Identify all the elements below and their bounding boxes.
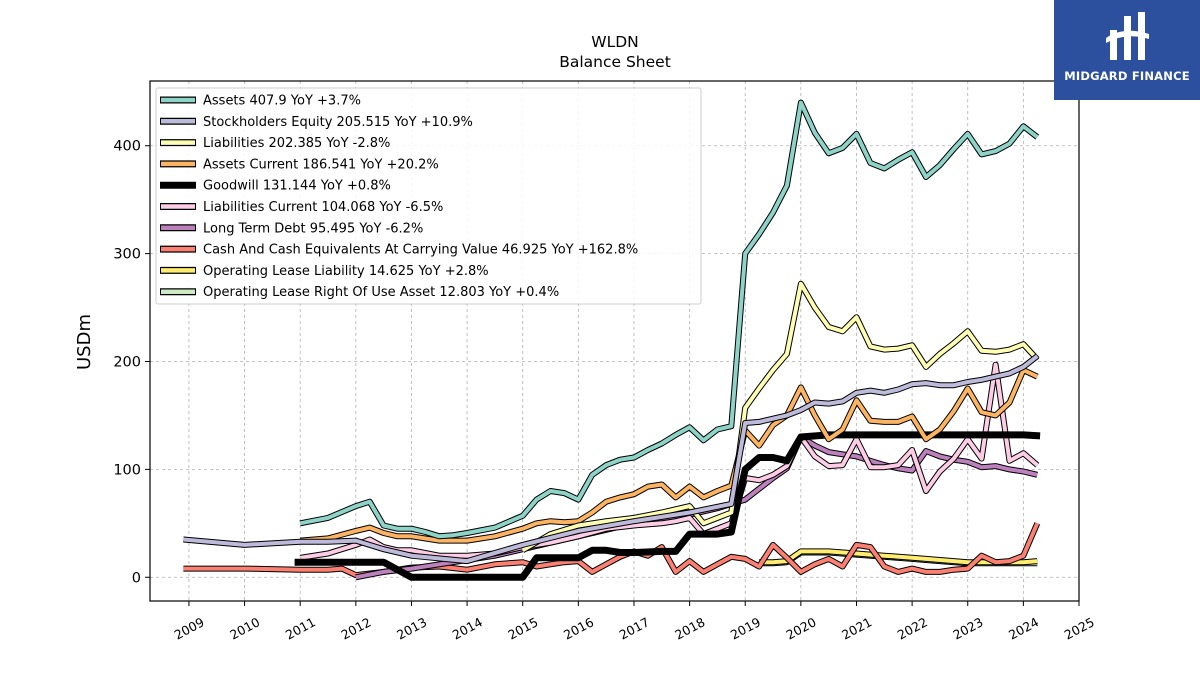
legend-entry: Long Term Debt 95.495 YoY -6.2% [160,221,423,236]
legend-entry: Liabilities Current 104.068 YoY -6.5% [160,200,443,215]
chart-title: WLDN [591,33,639,51]
legend-label: Cash And Cash Equivalents At Carrying Va… [203,243,638,258]
series-line-fill [183,354,1039,564]
legend-entry: Stockholders Equity 205.515 YoY +10.9% [160,115,473,130]
logo-text: MIDGARD FINANCE [1064,69,1190,83]
y-tick-label: 400 [113,139,141,155]
y-tick-label: 200 [113,354,141,370]
legend-label: Stockholders Equity 205.515 YoY +10.9% [203,115,473,130]
y-tick-label: 300 [113,247,141,263]
series-line-fill [521,281,1039,553]
legend-entry: Cash And Cash Equivalents At Carrying Va… [160,243,638,258]
brand-logo: MIDGARD FINANCE [1054,0,1200,100]
legend-label: Operating Lease Right Of Use Asset 12.80… [203,285,559,300]
legend-label: Goodwill 131.144 YoY +0.8% [203,179,391,194]
legend-entry: Assets 407.9 YoY +3.7% [160,94,361,109]
legend: Assets 407.9 YoY +3.7% Stockholders Equit… [155,87,702,305]
y-ticks: 0 100 200 300 400 [113,139,150,586]
series-line-fill [299,100,1039,539]
series-line [299,99,1040,540]
plot-frame [149,80,1080,602]
y-axis-label: USDm [74,314,95,370]
logo-mark-icon [1106,12,1149,60]
legend-label: Liabilities Current 104.068 YoY -6.5% [203,200,443,215]
series-line [183,353,1040,565]
y-tick-label: 100 [113,462,141,478]
series-group [183,99,1041,581]
legend-label: Liabilities 202.385 YoY -2.8% [203,136,390,151]
legend-entry: Liabilities 202.385 YoY -2.8% [160,136,390,151]
legend-label: Operating Lease Liability 14.625 YoY +2.… [203,264,489,279]
legend-entry: Goodwill 131.144 YoY +0.8% [160,179,391,194]
legend-entry: Operating Lease Liability 14.625 YoY +2.… [160,264,489,279]
legend-label: Assets Current 186.541 YoY +20.2% [203,157,439,172]
legend-label: Assets 407.9 YoY +3.7% [203,94,361,109]
legend-label: Long Term Debt 95.495 YoY -6.2% [203,221,423,236]
series-line [521,280,1040,553]
y-tick-label: 0 [132,570,141,586]
chart-subtitle: Balance Sheet [559,53,671,71]
series-line [299,367,1039,544]
legend-entry: Assets Current 186.541 YoY +20.2% [160,157,439,172]
legend-box [155,87,702,305]
legend-entry: Operating Lease Right Of Use Asset 12.80… [160,285,559,300]
series-line-fill [300,368,1039,543]
